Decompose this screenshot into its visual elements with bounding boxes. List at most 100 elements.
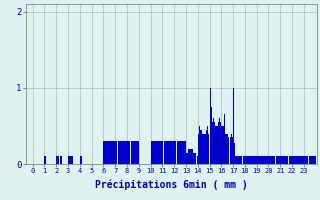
Bar bbox=[199, 126, 200, 164]
Bar bbox=[165, 141, 166, 164]
Bar bbox=[311, 156, 312, 164]
Bar bbox=[220, 122, 221, 164]
Bar bbox=[261, 156, 262, 164]
Bar bbox=[304, 156, 305, 164]
Bar bbox=[72, 156, 73, 164]
Bar bbox=[212, 122, 213, 164]
Bar bbox=[69, 156, 70, 164]
Bar bbox=[177, 141, 178, 164]
Bar bbox=[198, 134, 199, 164]
Bar bbox=[301, 156, 303, 164]
Bar bbox=[272, 156, 273, 164]
Bar bbox=[121, 141, 122, 164]
Bar bbox=[200, 130, 201, 164]
Bar bbox=[161, 141, 162, 164]
Bar bbox=[210, 88, 211, 164]
Bar bbox=[207, 126, 208, 164]
Bar bbox=[296, 156, 297, 164]
Bar bbox=[105, 141, 106, 164]
Bar bbox=[241, 156, 243, 164]
Bar bbox=[168, 141, 169, 164]
Bar bbox=[56, 156, 57, 164]
Bar bbox=[191, 149, 192, 164]
Bar bbox=[298, 156, 299, 164]
Bar bbox=[289, 156, 290, 164]
Bar bbox=[252, 156, 253, 164]
Bar bbox=[206, 130, 207, 164]
Bar bbox=[239, 156, 240, 164]
Bar bbox=[287, 156, 288, 164]
Bar bbox=[255, 156, 257, 164]
Bar bbox=[231, 134, 232, 164]
Bar bbox=[299, 156, 300, 164]
Bar bbox=[155, 141, 156, 164]
Bar bbox=[172, 141, 173, 164]
Bar bbox=[279, 156, 280, 164]
Bar bbox=[258, 156, 259, 164]
Bar bbox=[225, 134, 226, 164]
Bar bbox=[135, 141, 136, 164]
Bar bbox=[196, 156, 198, 164]
Bar bbox=[315, 156, 316, 164]
Bar bbox=[103, 141, 105, 164]
Bar bbox=[226, 134, 227, 164]
Bar bbox=[162, 141, 164, 164]
Bar bbox=[238, 156, 239, 164]
Bar bbox=[133, 141, 134, 164]
Bar bbox=[247, 156, 248, 164]
Bar bbox=[243, 156, 244, 164]
Bar bbox=[60, 156, 61, 164]
Bar bbox=[159, 141, 160, 164]
Bar bbox=[138, 141, 139, 164]
Bar bbox=[122, 141, 124, 164]
Bar bbox=[136, 141, 138, 164]
Bar bbox=[278, 156, 279, 164]
Bar bbox=[116, 141, 117, 164]
Bar bbox=[129, 141, 131, 164]
Bar bbox=[120, 141, 121, 164]
Bar bbox=[266, 156, 267, 164]
Bar bbox=[117, 141, 119, 164]
Bar bbox=[203, 134, 204, 164]
Bar bbox=[113, 141, 114, 164]
Bar bbox=[248, 156, 250, 164]
Bar bbox=[268, 156, 269, 164]
Bar bbox=[286, 156, 287, 164]
Bar bbox=[254, 156, 255, 164]
Bar bbox=[131, 141, 132, 164]
Bar bbox=[158, 141, 159, 164]
Bar bbox=[70, 156, 72, 164]
Bar bbox=[126, 141, 127, 164]
Bar bbox=[194, 153, 195, 164]
Bar bbox=[244, 156, 245, 164]
Bar bbox=[109, 141, 110, 164]
Bar bbox=[151, 141, 152, 164]
Bar bbox=[68, 156, 69, 164]
Bar bbox=[180, 141, 181, 164]
Bar bbox=[259, 156, 260, 164]
Bar bbox=[184, 141, 185, 164]
Bar bbox=[181, 141, 182, 164]
Bar bbox=[218, 122, 219, 164]
Bar bbox=[308, 156, 310, 164]
Bar bbox=[265, 156, 266, 164]
Bar bbox=[246, 156, 247, 164]
Bar bbox=[182, 141, 183, 164]
Bar bbox=[281, 156, 283, 164]
X-axis label: Précipitations 6min ( mm ): Précipitations 6min ( mm ) bbox=[95, 180, 248, 190]
Bar bbox=[124, 141, 126, 164]
Bar bbox=[127, 141, 128, 164]
Bar bbox=[213, 118, 214, 164]
Bar bbox=[313, 156, 314, 164]
Bar bbox=[300, 156, 301, 164]
Bar bbox=[193, 153, 194, 164]
Bar bbox=[227, 134, 228, 164]
Bar bbox=[264, 156, 265, 164]
Bar bbox=[115, 141, 116, 164]
Bar bbox=[81, 156, 82, 164]
Bar bbox=[250, 156, 251, 164]
Bar bbox=[285, 156, 286, 164]
Bar bbox=[167, 141, 168, 164]
Bar bbox=[274, 156, 276, 164]
Bar bbox=[119, 141, 120, 164]
